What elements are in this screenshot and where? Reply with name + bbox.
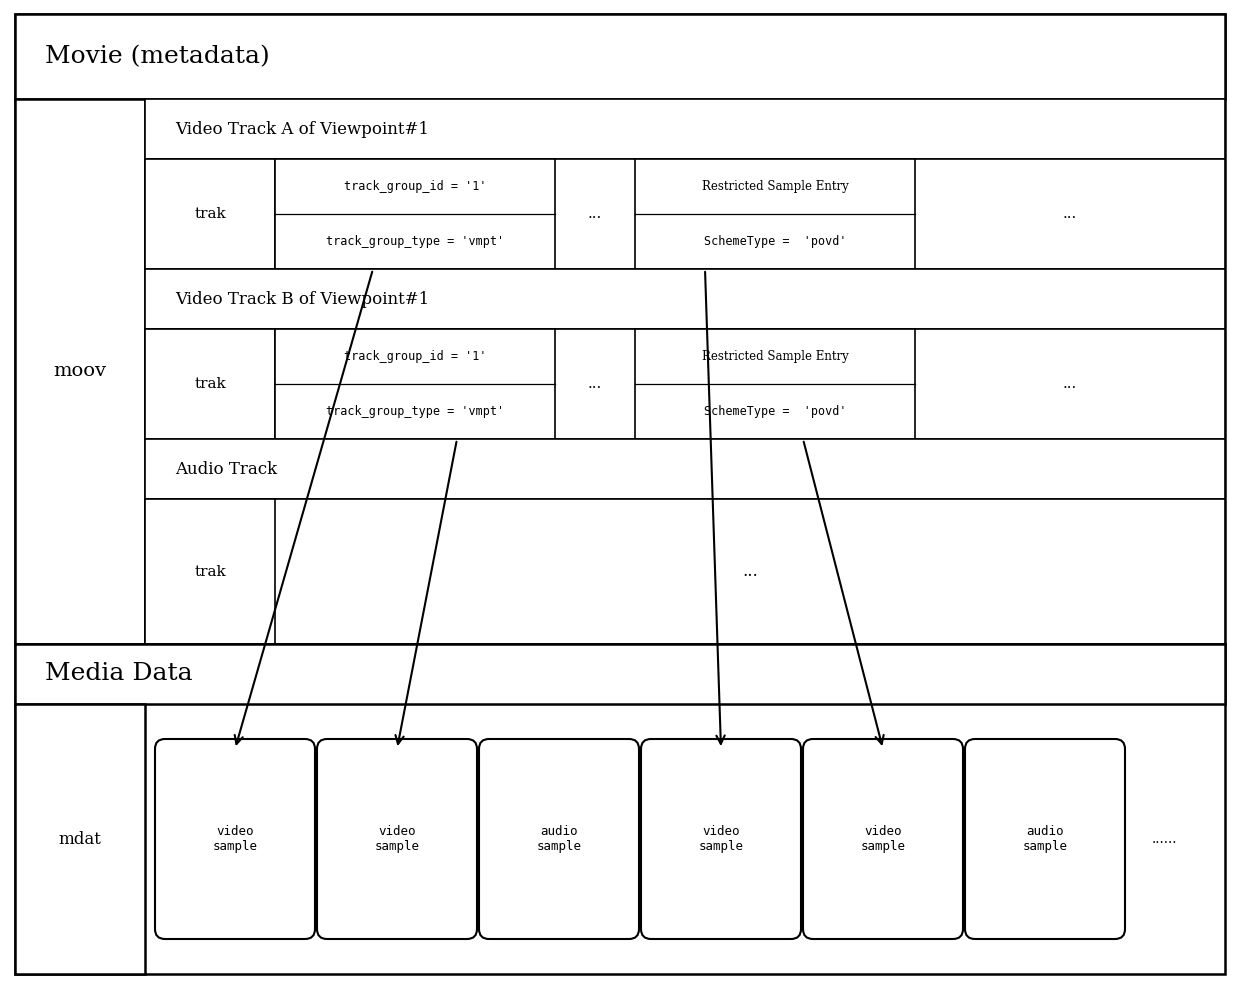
Text: ......: ......	[1152, 832, 1178, 846]
Text: Restricted Sample Entry: Restricted Sample Entry	[702, 180, 848, 193]
Text: Audio Track: Audio Track	[175, 461, 277, 477]
Text: track_group_id = '1': track_group_id = '1'	[343, 350, 486, 363]
Text: SchemeType =  'povd': SchemeType = 'povd'	[704, 235, 846, 248]
Text: track_group_type = 'vmpt': track_group_type = 'vmpt'	[326, 405, 505, 418]
FancyBboxPatch shape	[965, 739, 1125, 939]
Text: SchemeType =  'povd': SchemeType = 'povd'	[704, 405, 846, 418]
Bar	[15, 99, 145, 644]
Bar	[145, 99, 1225, 159]
Text: ...: ...	[742, 563, 758, 580]
Text: Restricted Sample Entry: Restricted Sample Entry	[702, 350, 848, 363]
Text: ...: ...	[588, 377, 603, 391]
Text: trak: trak	[195, 565, 226, 579]
Bar	[275, 329, 556, 439]
Text: audio
sample: audio sample	[537, 825, 582, 853]
Text: video
sample: video sample	[374, 825, 419, 853]
Text: moov: moov	[53, 362, 107, 381]
Text: ...: ...	[588, 207, 603, 221]
Bar	[145, 329, 275, 439]
Text: Media Data: Media Data	[45, 662, 192, 686]
Text: video
sample: video sample	[861, 825, 905, 853]
Text: track_group_id = '1': track_group_id = '1'	[343, 180, 486, 193]
Bar	[145, 499, 1225, 644]
Bar	[145, 439, 1225, 499]
Text: trak: trak	[195, 207, 226, 221]
Text: Video Track A of Viewpoint#1: Video Track A of Viewpoint#1	[175, 120, 429, 138]
Bar	[145, 159, 275, 269]
FancyBboxPatch shape	[155, 739, 315, 939]
Bar	[275, 159, 556, 269]
Bar	[15, 704, 145, 974]
FancyBboxPatch shape	[479, 739, 639, 939]
Text: trak: trak	[195, 377, 226, 391]
FancyBboxPatch shape	[317, 739, 477, 939]
FancyBboxPatch shape	[804, 739, 963, 939]
Bar	[145, 329, 1225, 439]
Text: track_group_type = 'vmpt': track_group_type = 'vmpt'	[326, 235, 505, 248]
Bar	[145, 269, 1225, 329]
Text: ...: ...	[1063, 207, 1078, 221]
Text: video
sample: video sample	[212, 825, 258, 853]
Text: audio
sample: audio sample	[1023, 825, 1068, 853]
Text: video
sample: video sample	[698, 825, 744, 853]
Bar	[15, 644, 1225, 704]
Text: ...: ...	[1063, 377, 1078, 391]
Bar	[145, 499, 275, 644]
Bar	[15, 14, 1225, 644]
Text: mdat: mdat	[58, 830, 102, 847]
Bar	[15, 14, 1225, 99]
Bar	[635, 159, 915, 269]
Bar	[145, 159, 1225, 269]
Text: Movie (metadata): Movie (metadata)	[45, 45, 270, 68]
FancyBboxPatch shape	[641, 739, 801, 939]
Bar	[15, 644, 1225, 974]
Bar	[635, 329, 915, 439]
Text: Video Track B of Viewpoint#1: Video Track B of Viewpoint#1	[175, 290, 429, 307]
